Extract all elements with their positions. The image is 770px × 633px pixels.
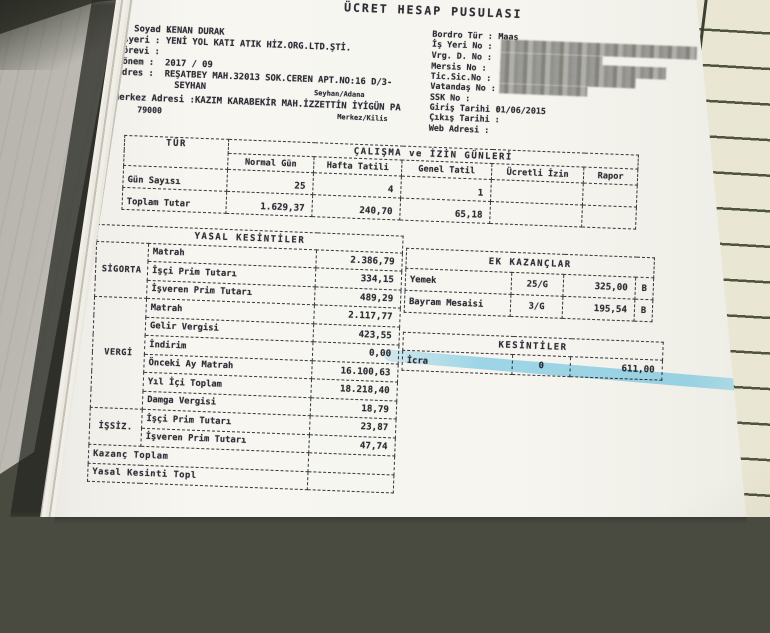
- payroll-content: ÜCRET HESAP PUSULASI Ad SoyadKENAN DURAK…: [80, 0, 747, 523]
- document-title: ÜCRET HESAP PUSULASI: [343, 0, 523, 22]
- postal-code: 79000: [137, 104, 163, 116]
- row-label: Toplam Tutar: [121, 187, 227, 214]
- extra-earnings-table: EK KAZANÇLAR Yemek 25/G 325,00 B Bayram …: [404, 248, 655, 323]
- employee-info-block: Ad SoyadKENAN DURAK İşyeriYENİ YOL KATI …: [116, 24, 394, 100]
- group-label-issiz: İŞSİZ.: [88, 407, 143, 447]
- district-bottom-label: Merkez/Kilis: [336, 113, 388, 123]
- group-label-vergi: VERGİ: [90, 296, 147, 410]
- payroll-sheet: ÜCRET HESAP PUSULASI Ad SoyadKENAN DURAK…: [0, 0, 770, 517]
- group-label-sigorta: SİGORTA: [94, 240, 149, 299]
- work-days-table: TÜR ÇALIŞMA ve İZİN GÜNLERİ Normal Gün H…: [121, 135, 639, 230]
- district-top-label: Seyhan/Adana: [313, 89, 365, 100]
- legal-deductions-table: YASAL KESİNTİLER SİGORTA Matrah 2.386,79 …: [87, 224, 404, 494]
- registry-info-block: Bordro TürMaaş İş Yeri No Vrg. D. No Mer…: [429, 29, 698, 143]
- col-header-tur: TÜR: [123, 135, 229, 170]
